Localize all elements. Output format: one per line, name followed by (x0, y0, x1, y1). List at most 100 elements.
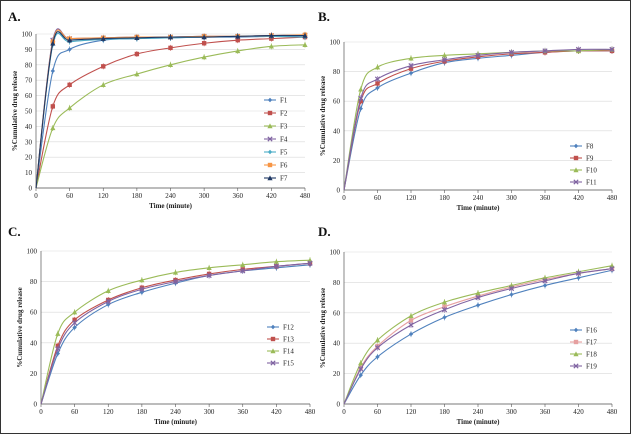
y-tick-label: 0 (34, 401, 38, 409)
y-tick-label: 40 (333, 127, 341, 135)
y-tick-label: 0 (29, 185, 33, 193)
x-tick-label: 120 (406, 194, 417, 202)
x-tick-label: 60 (374, 194, 382, 202)
legend-marker (573, 363, 579, 369)
data-point (201, 54, 207, 60)
legend-marker (573, 351, 579, 357)
y-tick-label: 30 (25, 138, 33, 146)
data-point (375, 354, 380, 360)
y-tick-label: 20 (333, 157, 341, 165)
data-point (408, 70, 414, 76)
legend-label: F12 (283, 324, 294, 332)
series-line (343, 268, 613, 405)
data-point (139, 286, 145, 292)
legend-marker (267, 136, 273, 142)
data-point (475, 290, 481, 296)
data-point (542, 278, 548, 284)
x-tick-label: 360 (238, 408, 249, 416)
series-F11 (343, 46, 615, 191)
y-tick-label: 80 (333, 68, 341, 76)
data-point (168, 45, 173, 51)
legend-label: F7 (280, 175, 288, 183)
legend-item: F8 (570, 143, 594, 151)
data-point (575, 270, 582, 276)
series-line (343, 268, 613, 405)
series-F7 (35, 31, 308, 189)
series-F10 (343, 46, 615, 191)
data-point (609, 266, 615, 272)
x-tick-label: 0 (39, 408, 43, 416)
data-point (50, 125, 56, 131)
data-point (302, 42, 308, 47)
data-point (67, 82, 72, 88)
x-tick-label: 0 (34, 192, 38, 200)
y-axis-label: %Cumulative drug release (16, 287, 24, 367)
y-tick-label: 80 (30, 278, 38, 286)
x-tick-label: 240 (473, 194, 484, 202)
data-point (475, 303, 481, 308)
x-tick-label: 420 (573, 194, 584, 202)
x-tick-label: 300 (204, 408, 215, 416)
x-tick-label: 120 (98, 192, 109, 200)
data-point (172, 278, 179, 285)
chart-panel-1: A. 0 10 20 30 40 50 60 70 80 90 100 0 60 120 180 240 300 3… (8, 9, 311, 210)
y-tick-label: 100 (22, 31, 33, 39)
legend-label: F5 (280, 149, 288, 157)
data-point (235, 48, 241, 54)
x-tick-label: 420 (266, 192, 277, 200)
data-point (542, 283, 548, 288)
data-point (375, 81, 380, 86)
data-point (374, 345, 381, 351)
x-tick-label: 240 (473, 408, 484, 416)
legend-item: F10 (570, 167, 597, 175)
x-axis-label: Time (minute) (154, 418, 198, 426)
y-tick-label: 40 (25, 123, 33, 131)
y-tick-label: 60 (25, 92, 33, 100)
series-line (35, 29, 306, 189)
x-tick-label: 300 (199, 192, 210, 200)
data-point (134, 51, 140, 57)
x-tick-label: 480 (300, 192, 311, 200)
series-F19 (343, 265, 615, 405)
x-tick-label: 60 (71, 408, 79, 416)
series-line (343, 48, 613, 191)
legend-item: F7 (264, 175, 288, 183)
y-tick-label: 100 (330, 39, 341, 47)
legend-item: F4 (264, 136, 288, 144)
x-tick-label: 480 (607, 194, 618, 202)
x-axis-label: Time (minute) (457, 418, 501, 426)
legend-marker (267, 149, 273, 155)
series-F3 (35, 41, 308, 189)
x-tick-label: 360 (233, 192, 244, 200)
x-tick-label: 300 (506, 194, 517, 202)
data-point (408, 331, 414, 337)
x-tick-label: 180 (439, 194, 450, 202)
y-axis-label: %Cumulative drug release (319, 76, 327, 156)
data-point (72, 309, 78, 315)
series-line (343, 269, 613, 405)
legend-marker (573, 155, 579, 161)
legend: F12 F13 F14 F15 (267, 324, 294, 368)
x-tick-label: 60 (374, 408, 382, 416)
data-point (268, 32, 274, 38)
x-tick-label: 0 (342, 408, 346, 416)
legend-marker (270, 336, 276, 342)
y-tick-label: 60 (333, 98, 341, 106)
legend: F1 F2 F3 F4 F5 F6 F7 (264, 97, 288, 183)
series-line (343, 50, 613, 191)
data-point (441, 307, 448, 313)
legend-item: F15 (267, 360, 294, 368)
x-tick-label: 240 (165, 192, 176, 200)
legend-marker (267, 97, 273, 103)
x-tick-label: 360 (540, 408, 551, 416)
series-line (40, 259, 311, 405)
y-tick-label: 90 (25, 46, 33, 54)
x-tick-label: 360 (540, 194, 551, 202)
x-tick-label: 420 (271, 408, 282, 416)
y-axis-label: %Cumulative drug release (319, 288, 327, 368)
series-F4 (35, 28, 308, 189)
data-point (542, 48, 548, 54)
x-tick-label: 180 (137, 408, 148, 416)
